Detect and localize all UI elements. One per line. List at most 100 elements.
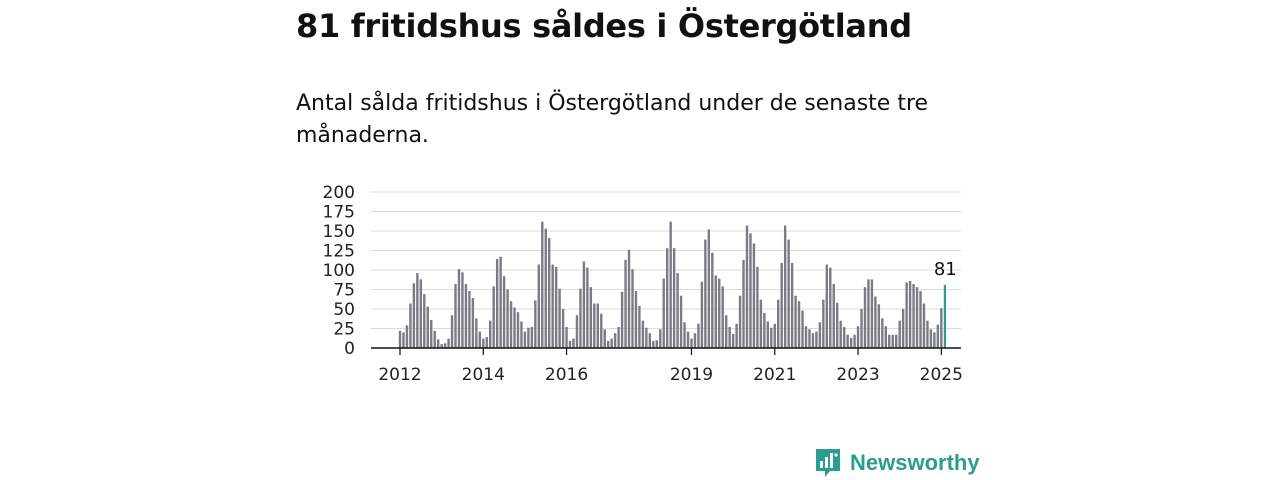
bar xyxy=(908,280,912,348)
bar xyxy=(679,295,683,348)
bar xyxy=(541,221,544,348)
bar xyxy=(648,333,652,348)
bar xyxy=(877,304,881,348)
bar xyxy=(672,248,676,348)
bar xyxy=(700,281,704,348)
y-tick-label: 100 xyxy=(323,261,355,281)
bar xyxy=(724,315,728,348)
bar xyxy=(551,264,554,348)
bar xyxy=(808,329,811,348)
bar xyxy=(884,326,887,348)
bar xyxy=(735,323,738,348)
bar xyxy=(509,301,513,348)
x-tick-label: 2014 xyxy=(462,365,505,385)
bar xyxy=(506,289,509,348)
bar xyxy=(631,269,634,348)
bar xyxy=(697,323,700,348)
bar xyxy=(853,334,856,348)
bar xyxy=(783,225,787,348)
newsworthy-logo[interactable]: Newsworthy xyxy=(814,446,980,480)
bar xyxy=(447,338,450,348)
bar xyxy=(870,279,874,348)
bar xyxy=(516,312,520,348)
bar xyxy=(756,266,759,348)
bar xyxy=(766,321,770,348)
bar xyxy=(464,284,468,348)
bar xyxy=(443,343,447,348)
bar xyxy=(565,326,568,348)
bar xyxy=(738,295,742,348)
bar xyxy=(777,299,780,348)
bar xyxy=(898,320,901,348)
bar xyxy=(478,331,482,348)
bar xyxy=(419,279,423,348)
bar xyxy=(811,333,815,348)
x-tick-label: 2019 xyxy=(670,365,713,385)
bar xyxy=(534,300,537,348)
bar xyxy=(568,340,572,348)
bar xyxy=(617,326,620,348)
bar xyxy=(929,329,933,348)
bar xyxy=(579,288,582,348)
bar xyxy=(901,309,905,348)
bar xyxy=(620,291,624,348)
bar xyxy=(416,273,419,348)
bar xyxy=(607,340,610,348)
x-tick-label: 2023 xyxy=(836,365,879,385)
bar xyxy=(582,261,586,348)
bar xyxy=(627,249,631,348)
bar xyxy=(485,337,488,348)
bar xyxy=(801,310,804,348)
bar xyxy=(655,340,658,348)
bar xyxy=(742,259,745,348)
bar xyxy=(815,331,818,348)
bar xyxy=(641,320,645,348)
bar xyxy=(561,309,565,348)
bar xyxy=(665,248,669,348)
bar xyxy=(603,329,606,348)
bar xyxy=(468,291,471,348)
bar xyxy=(645,327,648,348)
bar xyxy=(634,291,638,348)
bar xyxy=(749,233,752,348)
bar xyxy=(527,327,530,348)
bar-series: 81 xyxy=(398,221,957,348)
bar xyxy=(676,273,679,348)
bar xyxy=(919,291,922,348)
bar xyxy=(433,330,436,348)
bar xyxy=(405,325,409,348)
bar xyxy=(499,256,502,348)
bar xyxy=(652,340,655,348)
bar xyxy=(492,286,495,348)
bar xyxy=(836,302,839,348)
bar xyxy=(863,287,867,348)
bar xyxy=(770,327,773,348)
bar xyxy=(596,303,599,348)
bar xyxy=(575,315,579,348)
bar xyxy=(513,307,516,348)
bar xyxy=(933,332,936,348)
bar xyxy=(818,322,822,348)
bar xyxy=(891,334,894,348)
bar xyxy=(426,306,429,348)
bar xyxy=(683,322,686,348)
bar xyxy=(926,320,929,348)
bar-highlight xyxy=(943,284,946,348)
y-tick-label: 0 xyxy=(344,339,355,359)
y-tick-label: 175 xyxy=(323,203,355,223)
bar xyxy=(450,315,454,348)
bar xyxy=(461,272,464,348)
bar xyxy=(548,238,551,348)
bar xyxy=(856,326,860,348)
x-tick-label: 2016 xyxy=(545,365,588,385)
x-axis-ticks: 2012 2014 2016 2019 2021 2023 2025 xyxy=(378,348,963,385)
bar xyxy=(659,329,662,348)
bar xyxy=(773,323,776,348)
bar xyxy=(558,288,561,348)
bar xyxy=(412,283,416,348)
bar xyxy=(780,262,783,348)
bar xyxy=(662,278,665,348)
bar xyxy=(471,298,475,348)
bar xyxy=(731,333,735,348)
